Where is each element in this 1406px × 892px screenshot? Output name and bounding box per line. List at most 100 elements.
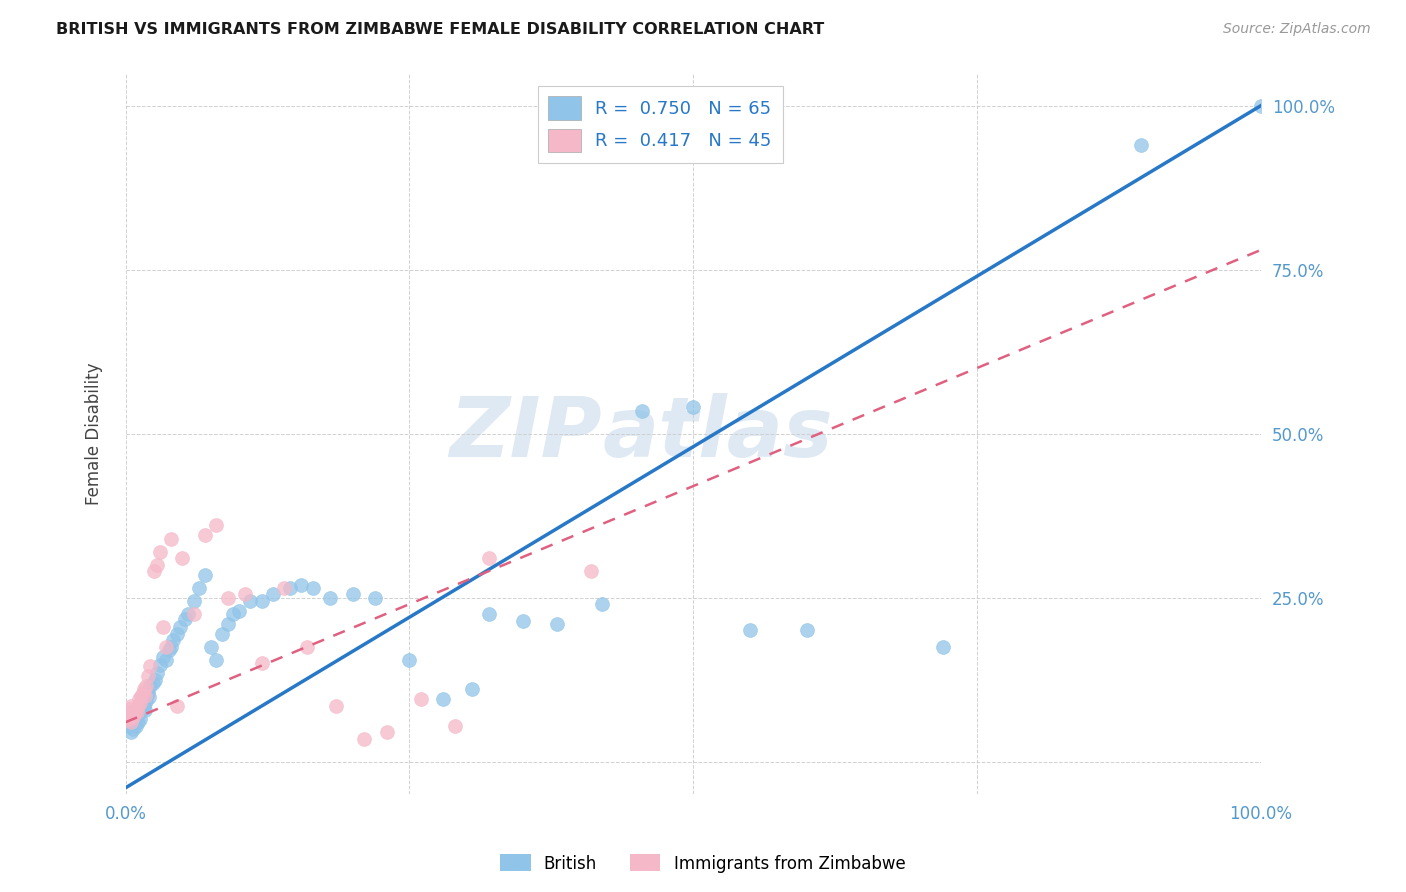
Point	[228, 604, 250, 618]
Point	[120, 706, 142, 720]
Point	[353, 731, 375, 746]
Point	[125, 706, 148, 720]
Point	[127, 715, 149, 730]
Point	[128, 706, 150, 720]
Point	[172, 551, 194, 566]
Point	[273, 581, 295, 595]
Point	[117, 708, 139, 723]
Point	[139, 659, 162, 673]
Point	[124, 714, 146, 728]
Point	[205, 518, 228, 533]
Y-axis label: Female Disability: Female Disability	[86, 362, 103, 505]
Point	[160, 532, 183, 546]
Point	[932, 640, 955, 654]
Point	[131, 689, 153, 703]
Point	[129, 712, 152, 726]
Point	[183, 594, 205, 608]
Point	[631, 403, 654, 417]
Point	[120, 698, 142, 713]
Point	[173, 612, 195, 626]
Point	[319, 591, 342, 605]
Point	[124, 706, 146, 720]
Point	[146, 666, 169, 681]
Point	[121, 716, 143, 731]
Point	[131, 702, 153, 716]
Point	[148, 545, 170, 559]
Point	[120, 725, 142, 739]
Text: BRITISH VS IMMIGRANTS FROM ZIMBABWE FEMALE DISABILITY CORRELATION CHART: BRITISH VS IMMIGRANTS FROM ZIMBABWE FEMA…	[56, 22, 824, 37]
Point	[122, 710, 145, 724]
Point	[262, 587, 284, 601]
Point	[194, 528, 217, 542]
Point	[478, 607, 501, 621]
Point	[301, 581, 323, 595]
Point	[205, 653, 228, 667]
Point	[152, 620, 174, 634]
Point	[278, 581, 301, 595]
Point	[222, 607, 245, 621]
Point	[129, 696, 152, 710]
Point	[132, 698, 155, 713]
Point	[290, 577, 312, 591]
Point	[142, 676, 165, 690]
Text: Source: ZipAtlas.com: Source: ZipAtlas.com	[1223, 22, 1371, 37]
Point	[546, 616, 568, 631]
Point	[478, 551, 501, 566]
Point	[250, 657, 273, 671]
Point	[325, 698, 347, 713]
Point	[135, 694, 157, 708]
Point	[115, 712, 138, 726]
Point	[217, 616, 239, 631]
Legend: R =  0.750   N = 65, R =  0.417   N = 45: R = 0.750 N = 65, R = 0.417 N = 45	[537, 86, 783, 162]
Point	[155, 640, 177, 654]
Point	[432, 692, 454, 706]
Point	[591, 597, 613, 611]
Point	[134, 689, 156, 703]
Point	[166, 698, 188, 713]
Point	[188, 581, 211, 595]
Point	[1250, 99, 1272, 113]
Point	[157, 643, 180, 657]
Point	[166, 626, 188, 640]
Point	[579, 565, 602, 579]
Point	[120, 715, 142, 730]
Point	[364, 591, 387, 605]
Text: atlas: atlas	[602, 393, 832, 475]
Point	[194, 567, 217, 582]
Point	[443, 718, 465, 732]
Point	[155, 653, 177, 667]
Point	[142, 565, 165, 579]
Point	[122, 722, 145, 736]
Point	[118, 718, 141, 732]
Point	[738, 624, 761, 638]
Point	[512, 614, 534, 628]
Point	[250, 594, 273, 608]
Text: ZIP: ZIP	[450, 393, 602, 475]
Point	[125, 710, 148, 724]
Point	[160, 640, 183, 654]
Point	[128, 692, 150, 706]
Point	[125, 718, 148, 732]
Point	[398, 653, 420, 667]
Point	[134, 703, 156, 717]
Point	[295, 640, 318, 654]
Point	[143, 673, 166, 687]
Point	[233, 587, 256, 601]
Point	[148, 657, 170, 672]
Point	[127, 698, 149, 713]
Point	[152, 649, 174, 664]
Point	[461, 682, 484, 697]
Point	[121, 708, 143, 723]
Point	[135, 679, 157, 693]
Point	[239, 594, 262, 608]
Point	[118, 702, 141, 716]
Point	[125, 702, 148, 716]
Point	[131, 686, 153, 700]
Point	[138, 690, 160, 705]
Point	[211, 626, 233, 640]
Legend: British, Immigrants from Zimbabwe: British, Immigrants from Zimbabwe	[494, 847, 912, 880]
Point	[682, 401, 704, 415]
Point	[200, 640, 222, 654]
Point	[146, 558, 169, 572]
Point	[136, 669, 159, 683]
